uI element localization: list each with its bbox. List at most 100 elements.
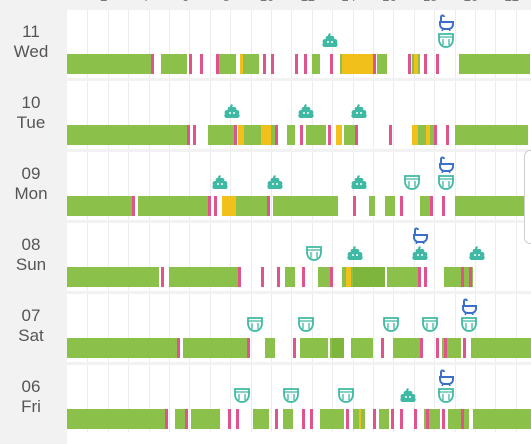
wake-segment[interactable]	[228, 409, 232, 429]
wake-segment[interactable]	[277, 267, 281, 287]
poop-icon[interactable]	[399, 386, 417, 404]
diaper-icon[interactable]	[437, 31, 455, 49]
wake-segment[interactable]	[177, 338, 181, 358]
wake-segment[interactable]	[444, 338, 448, 358]
wake-segment[interactable]	[354, 125, 358, 145]
wake-segment[interactable]	[424, 267, 427, 287]
wake-segment[interactable]	[299, 125, 303, 145]
day-card[interactable]	[67, 365, 531, 433]
nap-segment[interactable]	[222, 196, 237, 216]
sleep-segment[interactable]	[379, 409, 390, 429]
sleep-segment[interactable]	[385, 196, 396, 216]
sleep-segment[interactable]	[287, 125, 296, 145]
nap-segment[interactable]	[336, 125, 343, 145]
wake-segment[interactable]	[436, 54, 440, 74]
wake-segment[interactable]	[293, 338, 297, 358]
next-day-card[interactable]	[67, 432, 531, 444]
sleep-segment[interactable]	[138, 196, 210, 216]
wake-segment[interactable]	[303, 54, 307, 74]
sleep-segment[interactable]	[236, 196, 269, 216]
poop-icon[interactable]	[223, 102, 241, 120]
sleep-segment[interactable]	[252, 409, 269, 429]
wake-segment[interactable]	[346, 409, 350, 429]
wake-segment[interactable]	[185, 409, 189, 429]
sleep-segment[interactable]	[419, 196, 433, 216]
wake-segment[interactable]	[413, 409, 417, 429]
wake-segment[interactable]	[262, 54, 266, 74]
wake-segment[interactable]	[399, 409, 403, 429]
wake-segment[interactable]	[460, 267, 464, 287]
poop-icon[interactable]	[411, 244, 429, 262]
sleep-segment[interactable]	[454, 196, 529, 216]
poop-icon[interactable]	[211, 173, 229, 191]
sleep-segment[interactable]	[273, 196, 339, 216]
wake-segment[interactable]	[275, 125, 279, 145]
sleep-segment[interactable]	[271, 125, 276, 145]
wake-segment[interactable]	[381, 338, 385, 358]
wake-segment[interactable]	[236, 409, 240, 429]
sleep-segment[interactable]	[377, 54, 388, 74]
nap-segment[interactable]	[426, 125, 431, 145]
sleep-segment[interactable]	[454, 125, 529, 145]
wake-segment[interactable]	[373, 54, 376, 74]
wake-segment[interactable]	[391, 409, 395, 429]
wake-segment[interactable]	[301, 409, 305, 429]
sleep-segment[interactable]	[67, 409, 165, 429]
sleep-segment[interactable]	[183, 338, 247, 358]
nap-segment[interactable]	[260, 125, 271, 145]
poop-icon[interactable]	[266, 173, 284, 191]
sleep-segment[interactable]	[448, 409, 469, 429]
sleep-segment[interactable]	[207, 125, 237, 145]
sleep-segment[interactable]	[215, 54, 237, 74]
wake-segment[interactable]	[468, 267, 472, 287]
sleep-segment[interactable]	[285, 267, 296, 287]
wake-segment[interactable]	[246, 338, 250, 358]
wake-segment[interactable]	[238, 267, 242, 287]
sleep-segment[interactable]	[67, 338, 178, 358]
nap-segment[interactable]	[346, 267, 351, 287]
day-card[interactable]	[67, 10, 531, 78]
wake-segment[interactable]	[301, 267, 305, 287]
sleep-segment[interactable]	[67, 196, 133, 216]
nap-segment[interactable]	[238, 125, 245, 145]
sleep-segment[interactable]	[283, 409, 294, 429]
wake-segment[interactable]	[213, 196, 217, 216]
sleep-segment[interactable]	[350, 338, 373, 358]
sleep-segment[interactable]	[317, 267, 331, 287]
sleep-segment[interactable]	[160, 54, 188, 74]
sleep-segment[interactable]	[305, 125, 327, 145]
day-card[interactable]	[67, 81, 531, 149]
wake-segment[interactable]	[330, 54, 334, 74]
sleep-segment[interactable]	[264, 338, 276, 358]
sleep-segment[interactable]	[175, 409, 186, 429]
sleep-segment[interactable]	[458, 54, 531, 74]
sleep-segment[interactable]	[393, 338, 420, 358]
wake-segment[interactable]	[160, 267, 164, 287]
wake-segment[interactable]	[309, 409, 313, 429]
diaper-icon[interactable]	[233, 386, 251, 404]
wake-segment[interactable]	[150, 54, 154, 74]
scrollbar-thumb[interactable]	[524, 150, 531, 244]
nap-segment[interactable]	[413, 54, 418, 74]
deep-segment[interactable]	[352, 267, 386, 287]
sleep-segment[interactable]	[444, 267, 473, 287]
wake-segment[interactable]	[389, 125, 393, 145]
poop-icon[interactable]	[297, 102, 315, 120]
sleep-segment[interactable]	[311, 54, 320, 74]
wake-segment[interactable]	[207, 196, 211, 216]
wake-segment[interactable]	[442, 409, 446, 429]
wake-segment[interactable]	[328, 125, 332, 145]
wake-segment[interactable]	[199, 54, 203, 74]
wake-segment[interactable]	[215, 54, 219, 74]
wake-segment[interactable]	[462, 338, 466, 358]
poop-icon[interactable]	[350, 102, 368, 120]
wake-segment[interactable]	[399, 196, 403, 216]
diaper-icon[interactable]	[460, 315, 478, 333]
bath-icon[interactable]	[437, 13, 455, 32]
wake-segment[interactable]	[295, 54, 299, 74]
nap-segment[interactable]	[342, 54, 376, 74]
wake-segment[interactable]	[407, 54, 411, 74]
diaper-icon[interactable]	[337, 386, 355, 404]
wake-segment[interactable]	[373, 409, 376, 429]
sleep-segment[interactable]	[472, 409, 531, 429]
